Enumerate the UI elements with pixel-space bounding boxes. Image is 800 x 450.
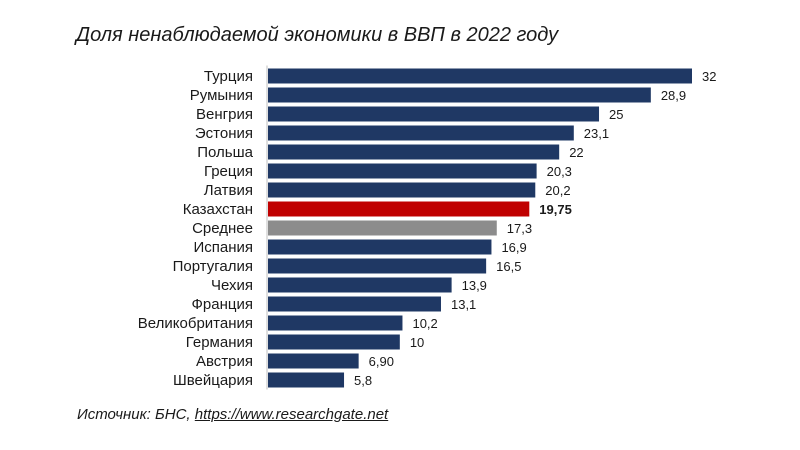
bar (268, 372, 345, 388)
value-label: 20,3 (547, 164, 572, 179)
bar (268, 87, 651, 103)
source-link[interactable]: https://www.researchgate.net (194, 406, 389, 423)
bar (268, 258, 487, 274)
bar (268, 144, 560, 160)
category-label: Венгрия (196, 106, 253, 123)
category-label: Румыния (190, 87, 253, 104)
value-label: 16,5 (496, 259, 521, 274)
category-label: Турция (204, 68, 253, 85)
value-label: 20,2 (545, 183, 570, 198)
value-label: 17,3 (507, 221, 532, 236)
bar (268, 182, 536, 198)
bar (268, 163, 537, 179)
category-label: Австрия (196, 353, 253, 370)
bar (268, 296, 441, 312)
value-label: 13,1 (451, 297, 476, 312)
value-label: 22 (569, 145, 583, 160)
bar (268, 220, 497, 236)
value-label: 13,9 (462, 278, 487, 293)
category-label: Среднее (192, 220, 253, 237)
category-label: Испания (193, 239, 253, 256)
bar (268, 201, 530, 217)
category-label: Португалия (173, 258, 253, 275)
category-label: Эстония (195, 125, 253, 142)
value-label: 32 (702, 69, 716, 84)
category-label: Великобритания (138, 315, 253, 332)
value-label: 23,1 (584, 126, 609, 141)
bars-layer: Турция 32 Румыния 28,9 Венгрия 25 Эстония 23,1 П… (138, 65, 716, 390)
category-label: Казахстан (183, 201, 253, 218)
category-label: Швейцария (173, 372, 253, 389)
chart-title: Доля ненаблюдаемой экономики в ВВП в 202… (76, 24, 559, 46)
value-label: 19,75 (539, 202, 572, 217)
bar (268, 106, 600, 122)
category-label: Латвия (204, 182, 253, 199)
value-label: 25 (609, 107, 623, 122)
value-label: 28,9 (661, 88, 686, 103)
bar (268, 315, 403, 331)
source-note: Источник: БНС, https://www.researchgate.… (77, 406, 388, 423)
bar (268, 334, 400, 350)
bar (268, 125, 574, 141)
category-label: Германия (186, 334, 253, 351)
bar (268, 68, 692, 84)
category-label: Греция (204, 163, 253, 180)
bar (268, 239, 492, 255)
value-label: 5,8 (354, 373, 372, 388)
category-label: Франция (192, 296, 253, 313)
bar (268, 353, 359, 369)
category-label: Польша (197, 144, 253, 161)
value-label: 16,9 (501, 240, 526, 255)
value-label: 10 (410, 335, 424, 350)
bar (268, 277, 452, 293)
category-label: Чехия (211, 277, 253, 294)
value-label: 10,2 (412, 316, 437, 331)
source-prefix: Источник: БНС, (77, 406, 195, 423)
value-label: 6,90 (369, 354, 394, 369)
